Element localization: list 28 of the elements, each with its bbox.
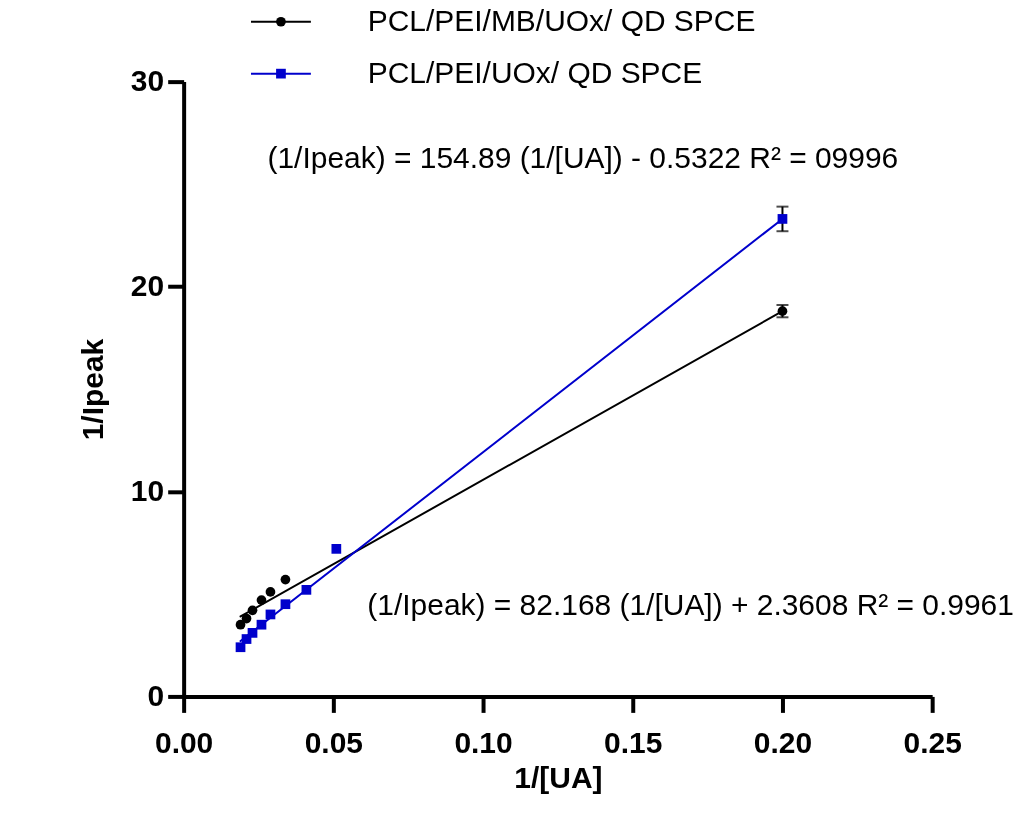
y-tick-label: 10 (130, 473, 165, 507)
point (280, 574, 291, 585)
x-tick-label: 0.25 (903, 725, 962, 759)
y-axis-title: 1/Ipeak (75, 338, 109, 441)
y-tick-label: 30 (130, 64, 165, 98)
y-tick-label: 20 (130, 269, 165, 303)
point (777, 214, 788, 224)
x-axis-title: 1/[UA] (514, 760, 603, 794)
point (247, 605, 258, 616)
x-tick-label: 0.20 (753, 725, 813, 759)
x-tick-label: 0.15 (604, 725, 663, 759)
x-tick-label: 0.05 (304, 725, 363, 759)
point (256, 595, 267, 605)
legend-label: PCL/PEI/MB/UOx/ QD SPCE (367, 3, 756, 37)
legend-label: PCL/PEI/UOx/ QD SPCE (367, 55, 703, 89)
point (241, 613, 252, 624)
annotation: (1/Ipeak) = 82.168 (1/[UA]) + 2.3608 R² = 0.9961 (367, 587, 1014, 621)
y-tick-label: 0 (147, 678, 165, 712)
point (265, 587, 276, 597)
point (247, 628, 258, 638)
point (256, 619, 267, 630)
point (331, 544, 342, 554)
x-tick-label: 0.10 (454, 725, 513, 759)
annotation: (1/Ipeak) = 154.89 (1/[UA]) - 0.5322 R² = 09996 (267, 141, 899, 175)
point (301, 584, 312, 595)
x-tick-label: 0.00 (155, 725, 214, 759)
point (235, 619, 246, 630)
point (280, 599, 291, 610)
